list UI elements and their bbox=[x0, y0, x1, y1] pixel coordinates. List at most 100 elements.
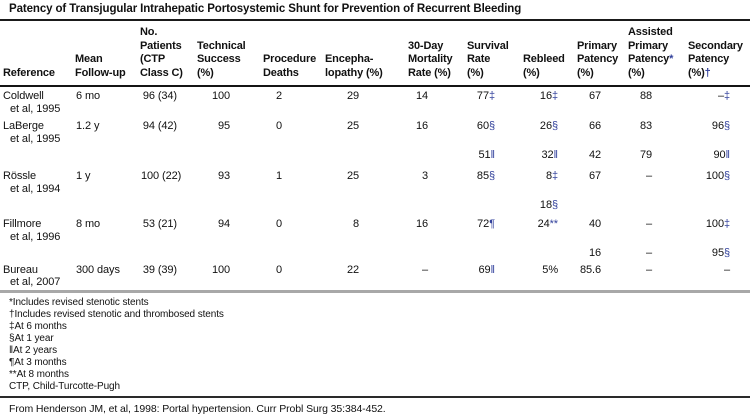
table-row: Bureau et al, 2007 300 days 39 (39) 100 0 22–6… bbox=[0, 261, 750, 290]
cell-technical-success-pct: 95 bbox=[217, 120, 230, 132]
header-line: lopathy (%) bbox=[325, 66, 383, 79]
header-line: (%) bbox=[577, 66, 594, 79]
footnote-marker: ‡ bbox=[723, 218, 730, 230]
cell-mean-follow-up: 1.2 y bbox=[76, 120, 100, 132]
header-line: Survival bbox=[467, 39, 509, 52]
cell-assisted-primary-patency-pct: 88 bbox=[639, 90, 652, 102]
header-line: Patency bbox=[577, 53, 619, 65]
header-line: Procedure bbox=[263, 53, 317, 65]
cell-value: 96 bbox=[711, 120, 724, 132]
footnote-item: ¶At 3 months bbox=[9, 356, 67, 368]
table-subrow: 16 – 95§ bbox=[0, 244, 750, 261]
cell-mean-follow-up: 8 mo bbox=[76, 218, 101, 230]
reference-line-2: et al, 1995 bbox=[10, 102, 61, 115]
footnotes: *Includes revised stenotic stents †Includ… bbox=[0, 293, 750, 394]
cell-technical-success-pct bbox=[197, 146, 263, 167]
cell-technical-success-pct: 93 bbox=[217, 170, 230, 182]
reference-line-1: Fillmore bbox=[3, 218, 42, 230]
cell-mortality-30-day-pct bbox=[408, 196, 467, 215]
cell-procedure-deaths: 1 bbox=[275, 170, 282, 182]
cell-mean-follow-up: 1 y bbox=[76, 170, 91, 182]
cell-technical-success-pct: 94 bbox=[217, 218, 230, 230]
header-line: Rate bbox=[467, 53, 491, 65]
cell-mortality-30-day-pct: 3 bbox=[421, 170, 428, 182]
table-row: Fillmore et al, 1996 8 mo 53 (21) 94 0 8 16 72¶ 2… bbox=[0, 215, 750, 244]
cell-mean-follow-up bbox=[75, 196, 140, 215]
column-header-no-patients-ctp-class-c: No. Patients (CTP Class C) bbox=[140, 21, 197, 86]
cell-no-patients-ctp-class-c: 100 (22) bbox=[141, 170, 182, 182]
cell-value: 51 bbox=[478, 149, 491, 161]
header-line: (%) bbox=[467, 66, 484, 79]
header-line: Deaths bbox=[263, 66, 299, 79]
source-citation: From Henderson JM, et al, 1998: Portal h… bbox=[9, 403, 386, 416]
cell-mean-follow-up bbox=[75, 146, 140, 167]
header-line: Secondary bbox=[688, 39, 743, 52]
cell-assisted-primary-patency-pct: – bbox=[645, 170, 652, 182]
header-line: Assisted bbox=[628, 26, 673, 38]
cell-reference: Rössle et al, 1994 bbox=[0, 167, 75, 196]
header-line: (CTP bbox=[140, 53, 166, 65]
cell-procedure-deaths bbox=[263, 244, 325, 261]
cell-technical-success-pct: 100 bbox=[211, 90, 230, 102]
cell-primary-patency-pct: 42 bbox=[588, 149, 601, 161]
cell-technical-success-pct bbox=[197, 244, 263, 261]
cell-mean-follow-up bbox=[75, 244, 140, 261]
cell-value: 32 bbox=[541, 149, 554, 161]
footnote-marker: § bbox=[723, 247, 730, 259]
cell-value: 26 bbox=[539, 120, 552, 132]
cell-no-patients-ctp-class-c: 53 (21) bbox=[142, 218, 177, 230]
reference-line-1: Bureau bbox=[3, 263, 38, 276]
cell-procedure-deaths bbox=[263, 146, 325, 167]
cell-reference bbox=[0, 244, 75, 261]
column-header-reference: Reference bbox=[0, 21, 75, 86]
cell-no-patients-ctp-class-c: 94 (42) bbox=[142, 120, 177, 132]
cell-encephalopathy-pct: 8 bbox=[352, 218, 359, 230]
table-bottom-rule bbox=[0, 289, 750, 293]
cell-rebleed-pct: 24** bbox=[523, 215, 577, 244]
footnote-marker: ‖ bbox=[725, 149, 731, 161]
footnote-item: **At 8 months bbox=[9, 369, 69, 381]
data-table: Reference Mean Follow-up No. Patients (CTP Cla… bbox=[0, 21, 750, 290]
cell-mortality-30-day-pct bbox=[408, 244, 467, 261]
cell-survival-rate-pct: 51‖ bbox=[467, 146, 523, 167]
header-line: (%)† bbox=[688, 67, 750, 81]
cell-technical-success-pct: 100 bbox=[211, 263, 230, 276]
cell-assisted-primary-patency-pct bbox=[628, 196, 688, 215]
cell-secondary-patency-pct bbox=[688, 196, 750, 215]
header-line: Rebleed bbox=[523, 53, 565, 65]
column-header-primary-patency-pct: Primary Patency (%) bbox=[577, 21, 628, 86]
header-line: Patency bbox=[688, 53, 730, 65]
source-rule bbox=[0, 396, 750, 399]
footnote-marker: § bbox=[551, 120, 558, 132]
cell-secondary-patency-pct: 100§ bbox=[688, 167, 750, 196]
footnote-marker: † bbox=[704, 66, 711, 79]
column-header-encephalopathy-pct: Encepha-lopathy (%) bbox=[325, 21, 408, 86]
cell-encephalopathy-pct: 25 bbox=[346, 120, 359, 132]
cell-assisted-primary-patency-pct: – bbox=[645, 218, 652, 230]
reference-line-2: et al, 1996 bbox=[10, 230, 61, 243]
column-header-technical-success-pct: Technical Success (%) bbox=[197, 21, 263, 86]
cell-secondary-patency-pct: 90‖ bbox=[688, 146, 750, 167]
header-line: Primary bbox=[628, 39, 668, 52]
cell-assisted-primary-patency-pct: 83 bbox=[639, 120, 652, 132]
header-row: Reference Mean Follow-up No. Patients (CTP Cla… bbox=[0, 21, 750, 86]
column-header-mean-follow-up: Mean Follow-up bbox=[75, 21, 140, 86]
cell-value: Patency bbox=[628, 53, 670, 65]
cell-rebleed-pct: 16‡ bbox=[523, 86, 577, 117]
cell-rebleed-pct: 18§ bbox=[523, 196, 577, 215]
footnote-marker: ‡ bbox=[723, 90, 730, 102]
cell-value: 24 bbox=[537, 218, 550, 230]
table-body: Coldwell et al, 1995 6 mo 96 (34) 100 2 29 14 77… bbox=[0, 86, 750, 290]
cell-procedure-deaths: 0 bbox=[275, 218, 282, 230]
header-line: 30-Day bbox=[408, 39, 444, 52]
header-line: Follow-up bbox=[75, 66, 126, 79]
footnote-marker: ‖ bbox=[553, 149, 559, 161]
cell-value: 16 bbox=[539, 90, 552, 102]
cell-survival-rate-pct: 60§ bbox=[467, 117, 523, 146]
footnote-marker: ‡ bbox=[551, 90, 558, 102]
table-header: Reference Mean Follow-up No. Patients (CTP Cla… bbox=[0, 21, 750, 86]
cell-rebleed-pct: 32‖ bbox=[523, 146, 577, 167]
cell-primary-patency-pct: 67 bbox=[588, 90, 601, 102]
cell-assisted-primary-patency-pct: – bbox=[645, 247, 652, 259]
